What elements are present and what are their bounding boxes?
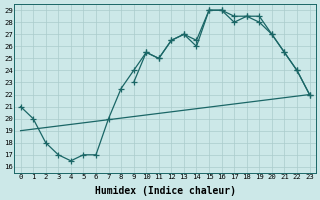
X-axis label: Humidex (Indice chaleur): Humidex (Indice chaleur) [95,186,236,196]
